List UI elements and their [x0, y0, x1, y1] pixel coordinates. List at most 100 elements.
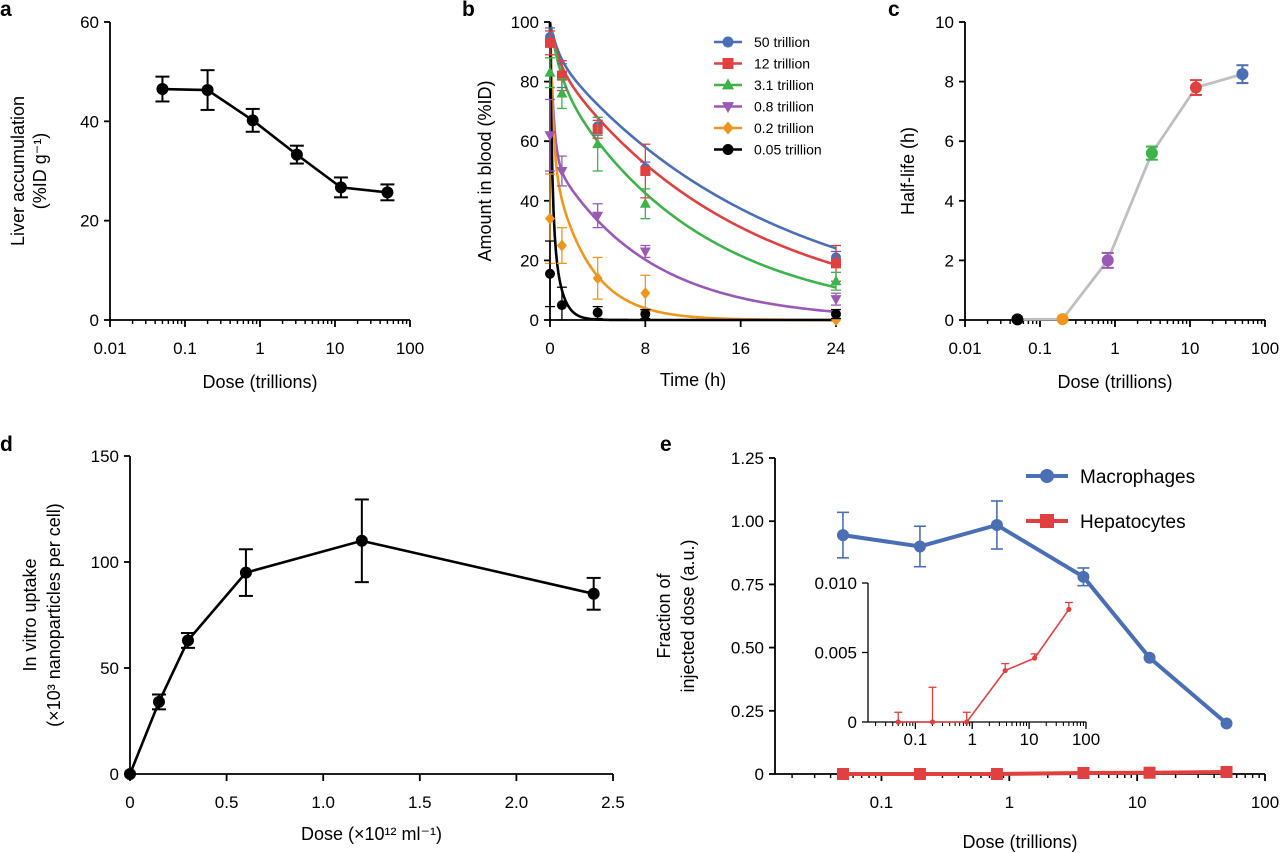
y-tick-label: 0.75	[731, 575, 764, 594]
x-tick-label: 0.1	[173, 339, 197, 358]
x-tick-label: 2.0	[505, 793, 529, 812]
data-point	[556, 167, 568, 177]
inset-data-point	[964, 719, 970, 725]
data-point	[152, 695, 165, 708]
y-tick-label: 0	[848, 713, 857, 732]
x-tick-label: 2.5	[601, 793, 625, 812]
series-line	[162, 87, 388, 194]
panel-letter-a: a	[0, 0, 12, 21]
x-tick-label: 100	[1251, 793, 1279, 812]
x-axis-title: Time (h)	[660, 370, 726, 390]
panel-letter-c: c	[888, 0, 900, 21]
y-axis-title: injected dose (a.u.)	[678, 539, 698, 692]
legend-label: Macrophages	[1080, 467, 1195, 488]
y-tick-label: 20	[80, 212, 99, 231]
legend-marker	[1040, 469, 1054, 483]
data-point	[639, 197, 651, 208]
data-point	[990, 518, 1003, 531]
y-tick-label: 0.010	[814, 574, 857, 593]
data-point	[545, 37, 555, 48]
data-point	[201, 84, 214, 97]
y-tick-label: 40	[520, 192, 539, 211]
series-line	[842, 522, 1228, 725]
data-point	[556, 239, 567, 252]
data-point	[556, 70, 567, 81]
x-tick-label: 10	[1181, 339, 1200, 358]
x-tick-label: 24	[827, 339, 846, 358]
y-tick-label: 0	[945, 311, 954, 330]
y-tick-label: 60	[520, 132, 539, 151]
x-tick-label: 100	[396, 339, 424, 358]
y-tick-label: 0	[110, 765, 119, 784]
inset-data-point	[1066, 606, 1072, 613]
data-point	[355, 534, 368, 547]
x-tick-label: 1.0	[311, 793, 335, 812]
y-tick-label: 100	[91, 553, 119, 572]
y-tick-label: 150	[91, 447, 119, 466]
data-point	[1077, 766, 1090, 779]
inset-data-point	[895, 719, 901, 725]
data-point	[836, 768, 849, 780]
data-point	[830, 275, 842, 286]
data-point	[334, 181, 347, 194]
inset-data-point	[1032, 655, 1038, 661]
x-tick-label: 16	[731, 339, 750, 358]
y-tick-label: 2	[945, 251, 954, 270]
data-point	[592, 307, 603, 318]
inset-data-point	[1002, 667, 1008, 674]
data-point	[545, 268, 555, 279]
x-tick-label: 1	[968, 730, 977, 749]
data-point	[1077, 570, 1090, 583]
data-point	[592, 138, 604, 149]
data-point	[1056, 313, 1069, 326]
y-tick-label: 0.25	[731, 702, 764, 721]
panel-letter-d: d	[0, 433, 13, 456]
x-tick-label: 0.5	[215, 793, 239, 812]
x-axis-title: Dose (trillions)	[202, 372, 317, 392]
y-tick-label: 40	[80, 112, 99, 131]
legend-marker	[722, 144, 734, 155]
legend-marker	[721, 102, 735, 114]
panel-letter-b: b	[462, 0, 475, 21]
data-point	[1189, 81, 1202, 94]
data-point	[1236, 68, 1249, 81]
panel-letter-e: e	[660, 433, 672, 456]
data-point	[156, 83, 169, 96]
data-point	[990, 768, 1003, 780]
data-point	[381, 186, 394, 199]
y-axis-title: Amount in blood (%ID)	[475, 80, 495, 261]
data-point	[239, 566, 252, 579]
data-point	[556, 300, 567, 311]
data-point	[831, 258, 841, 269]
x-tick-label: 100	[1251, 339, 1279, 358]
inset-series-line	[898, 608, 1070, 723]
x-tick-label: 1	[1110, 339, 1119, 358]
data-point	[592, 211, 604, 222]
y-tick-label: 1.00	[731, 512, 764, 531]
data-point	[913, 540, 926, 553]
data-point	[181, 634, 194, 647]
fit-curve	[548, 21, 837, 250]
legend-marker	[722, 121, 734, 135]
data-point	[544, 66, 556, 77]
fit-curve	[548, 21, 836, 322]
y-axis-title: Fraction of	[654, 572, 674, 658]
x-axis-title: Dose (×10¹² ml⁻¹)	[301, 824, 442, 844]
x-axis-title: Dose (trillions)	[962, 832, 1077, 852]
x-tick-label: 10	[1020, 730, 1039, 749]
data-point	[556, 87, 568, 98]
x-tick-label: 0	[125, 793, 134, 812]
y-axis-title: Liver accumulation	[8, 96, 28, 246]
y-tick-label: 6	[945, 132, 954, 151]
data-point	[830, 295, 842, 306]
y-tick-label: 4	[945, 192, 954, 211]
series-line	[842, 769, 1227, 776]
x-tick-label: 8	[641, 339, 650, 358]
y-axis-title: (×10³ nanoparticles per cell)	[44, 503, 64, 727]
data-point	[290, 148, 303, 161]
x-axis-title: Dose (trillions)	[1057, 372, 1172, 392]
x-tick-label: 1	[255, 339, 264, 358]
y-tick-label: 60	[80, 13, 99, 32]
x-tick-label: 1	[1005, 793, 1014, 812]
